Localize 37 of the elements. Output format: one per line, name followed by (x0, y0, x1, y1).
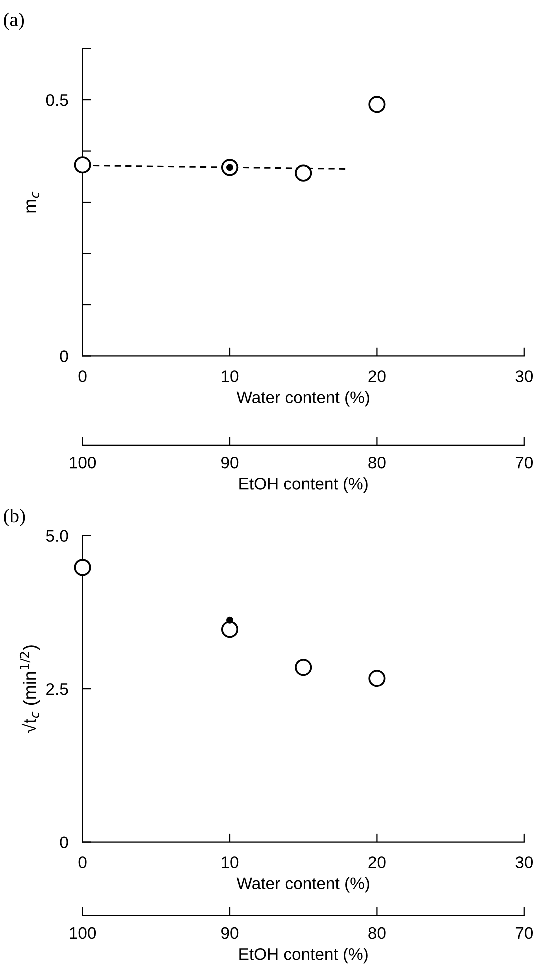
x2-tick-label: 70 (516, 927, 534, 940)
x2-tick-label: 70 (516, 456, 534, 469)
point (295, 164, 312, 182)
chart-title: (b) (4, 508, 26, 527)
x-tick-label: 30 (516, 370, 534, 382)
x2-axis-title: EtOH content (%) (240, 478, 368, 494)
x-tick-label: 0 (78, 856, 87, 868)
y-tick-label: 5.0 (46, 530, 68, 542)
y-tick-label: 0 (60, 350, 68, 362)
x-axis-title: Water content (%) (236, 391, 370, 407)
y-axis-title: m$_{c}$ (26, 192, 40, 213)
x2-tick-label: 80 (368, 927, 386, 940)
x-tick-label: 0 (78, 370, 87, 382)
point (295, 659, 312, 676)
y-tick-label: 0.5 (46, 94, 68, 106)
x-tick-label: 20 (368, 370, 386, 382)
y-tick-label: 2.5 (46, 683, 68, 696)
point (226, 616, 234, 624)
point (74, 559, 92, 576)
x-tick-label: 30 (516, 856, 534, 868)
point (221, 621, 239, 638)
point (368, 96, 386, 114)
point (368, 670, 386, 688)
x-axis-title: Water content (%) (236, 877, 370, 893)
x2-axis-title: EtOH content (%) (240, 948, 368, 964)
y-tick-label: 0 (60, 836, 68, 848)
chart-title: (a) (4, 12, 24, 30)
x-tick-label: 10 (222, 856, 239, 868)
x2-tick-label: 80 (368, 456, 386, 469)
x2-tick-label: 90 (222, 456, 239, 469)
x-tick-label: 20 (368, 856, 386, 868)
y-axis-title: √t$_{c}$ (min$^{1/2}$) (20, 646, 40, 734)
point (74, 156, 92, 174)
x2-tick-label: 100 (70, 456, 96, 469)
x2-tick-label: 100 (70, 927, 96, 940)
x2-tick-label: 90 (222, 927, 239, 940)
x-tick-label: 10 (222, 370, 239, 382)
